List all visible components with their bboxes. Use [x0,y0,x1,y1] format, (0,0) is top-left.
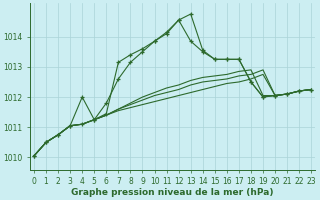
X-axis label: Graphe pression niveau de la mer (hPa): Graphe pression niveau de la mer (hPa) [71,188,274,197]
